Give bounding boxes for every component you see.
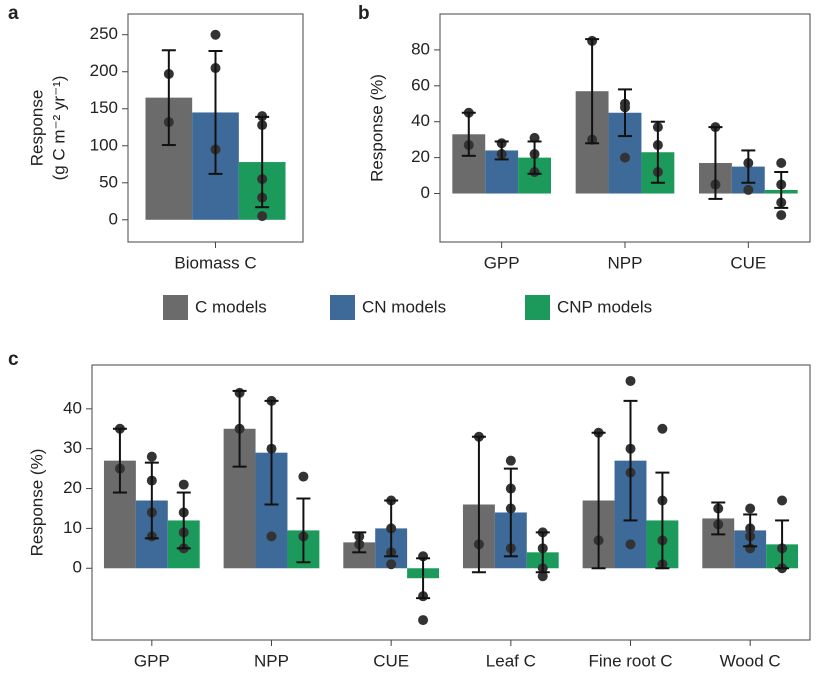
y-tick-label: 100	[90, 135, 118, 154]
panel-label: b	[358, 3, 370, 24]
y-tick-label: 0	[73, 558, 82, 577]
data-point	[776, 210, 787, 221]
data-point	[210, 29, 221, 40]
data-point	[625, 539, 636, 550]
x-tick-label: GPP	[484, 253, 520, 272]
data-point	[776, 158, 787, 169]
y-axis-label: Response (%)	[27, 449, 46, 557]
y-tick-label: 40	[411, 111, 430, 130]
x-tick-label: GPP	[134, 651, 170, 670]
y-tick-label: 20	[63, 478, 82, 497]
legend-label: CNP models	[557, 297, 652, 316]
y-tick-label: 80	[411, 39, 430, 58]
data-point	[620, 152, 630, 163]
data-point	[298, 471, 309, 482]
panel-label: a	[8, 3, 19, 24]
panel-label: c	[8, 349, 19, 370]
data-point	[625, 375, 636, 386]
y-tick-label: 50	[99, 172, 118, 191]
x-tick-label: Biomass C	[174, 253, 256, 272]
data-point	[777, 495, 788, 506]
legend-swatch	[330, 295, 355, 320]
x-tick-label: Fine root C	[588, 651, 672, 670]
y-tick-label: 20	[411, 147, 430, 166]
y-axis-label: (g C m⁻² yr⁻¹)	[49, 76, 68, 181]
x-tick-label: Wood C	[720, 651, 781, 670]
x-tick-label: CUE	[730, 253, 766, 272]
y-tick-label: 150	[90, 98, 118, 117]
y-tick-label: 0	[109, 209, 118, 228]
y-tick-label: 40	[63, 398, 82, 417]
data-point	[505, 455, 516, 466]
data-point	[146, 451, 157, 462]
x-tick-label: NPP	[254, 651, 289, 670]
x-tick-label: NPP	[608, 253, 643, 272]
y-tick-label: 10	[63, 518, 82, 537]
plot-frame	[91, 364, 811, 641]
y-tick-label: 250	[90, 24, 118, 43]
data-point	[537, 571, 548, 582]
y-tick-label: 30	[63, 438, 82, 457]
data-point	[743, 184, 754, 195]
data-point	[657, 423, 668, 434]
y-axis-label: Response (%)	[367, 74, 386, 182]
legend-swatch	[525, 295, 550, 320]
y-tick-label: 200	[90, 61, 118, 80]
legend-label: C models	[195, 297, 267, 316]
legend-swatch	[163, 295, 188, 320]
data-point	[418, 615, 429, 626]
data-point	[257, 211, 268, 222]
x-tick-label: CUE	[373, 651, 409, 670]
data-point	[266, 531, 277, 542]
data-point	[386, 559, 397, 570]
data-point	[745, 503, 756, 514]
data-point	[529, 132, 540, 143]
y-tick-label: 0	[421, 183, 430, 202]
y-axis-label: Response	[27, 90, 46, 167]
data-point	[178, 479, 189, 490]
y-tick-label: 60	[411, 75, 430, 94]
x-tick-label: Leaf C	[486, 651, 536, 670]
legend-label: CN models	[362, 297, 446, 316]
